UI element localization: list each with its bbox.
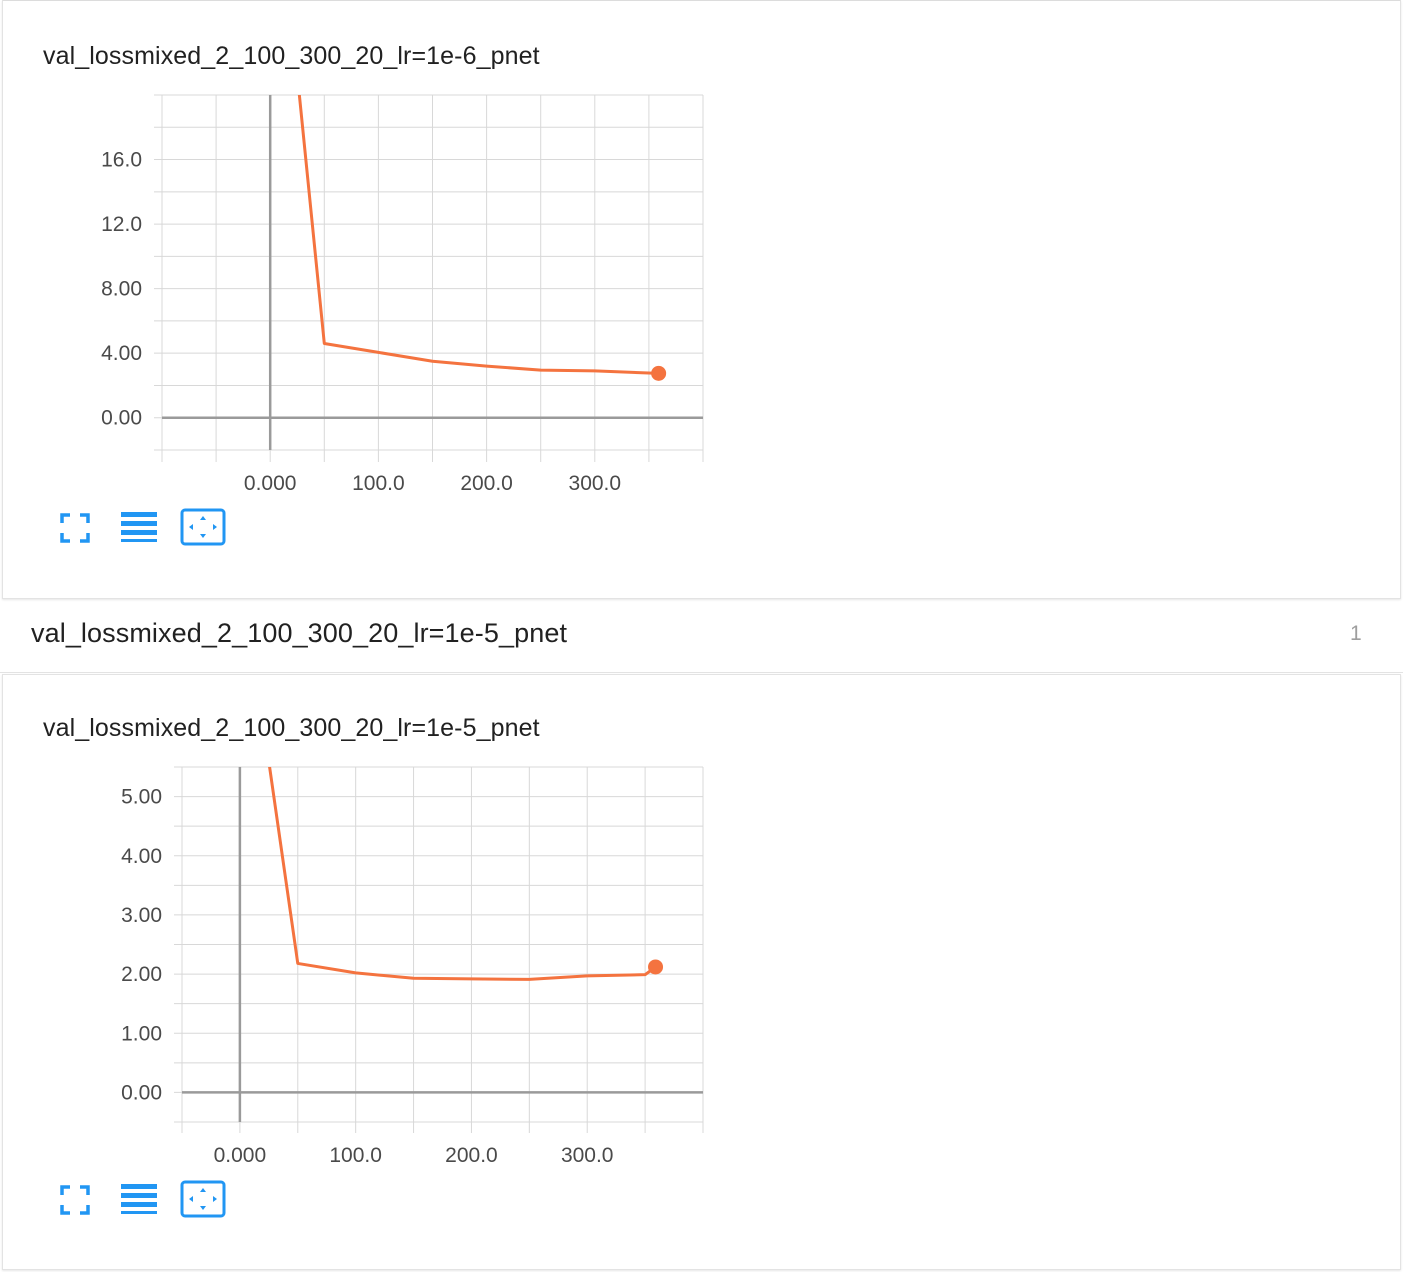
grid	[174, 766, 704, 1133]
series-last-point[interactable]	[648, 959, 664, 975]
group-count-badge: 1	[1350, 622, 1362, 645]
fit-domain-icon[interactable]	[180, 508, 226, 546]
chart-title: val_lossmixed_2_100_300_20_lr=1e-6_pnet	[43, 42, 540, 70]
x-tick-label: 300.0	[569, 472, 622, 495]
x-tick-label: 200.0	[445, 1144, 498, 1167]
y-tick-label: 0.00	[101, 407, 142, 430]
y-tick-label: 5.00	[121, 786, 162, 809]
y-tick-label: 1.00	[121, 1022, 162, 1045]
y-tick-label: 0.00	[121, 1081, 162, 1104]
y-tick-label: 4.00	[101, 342, 142, 365]
series-last-point[interactable]	[651, 365, 667, 381]
fullscreen-icon[interactable]	[60, 1185, 90, 1215]
x-tick-label: 200.0	[460, 472, 513, 495]
chart-card-1	[2, 0, 1401, 599]
x-tick-label: 100.0	[329, 1144, 382, 1167]
chart-title: val_lossmixed_2_100_300_20_lr=1e-5_pnet	[43, 714, 540, 742]
line-chart-1[interactable]: 0.000 100.0 200.0 300.0 0.00 4.00 8.00 12.0 16.0	[0, 0, 1403, 600]
x-tick-label: 300.0	[561, 1144, 614, 1167]
y-tick-label: 16.0	[101, 149, 142, 172]
y-tick-label: 12.0	[101, 213, 142, 236]
toggle-log-scale-icon[interactable]	[120, 512, 158, 544]
group-header[interactable]	[0, 602, 1403, 673]
y-tick-label: 4.00	[121, 845, 162, 868]
y-tick-label: 2.00	[121, 963, 162, 986]
y-tick-label: 3.00	[121, 904, 162, 927]
x-tick-label: 100.0	[352, 472, 405, 495]
toggle-log-scale-icon[interactable]	[120, 1184, 158, 1216]
group-title: val_lossmixed_2_100_300_20_lr=1e-5_pnet	[31, 618, 568, 648]
fullscreen-icon[interactable]	[60, 513, 90, 543]
x-tick-label: 0.000	[214, 1144, 267, 1167]
fit-domain-icon[interactable]	[180, 1180, 226, 1218]
y-tick-label: 8.00	[101, 278, 142, 301]
series-line[interactable]	[240, 560, 657, 981]
x-tick-label: 0.000	[244, 472, 297, 495]
chart-card-2	[2, 674, 1401, 1270]
series-line[interactable]	[270, 0, 659, 375]
